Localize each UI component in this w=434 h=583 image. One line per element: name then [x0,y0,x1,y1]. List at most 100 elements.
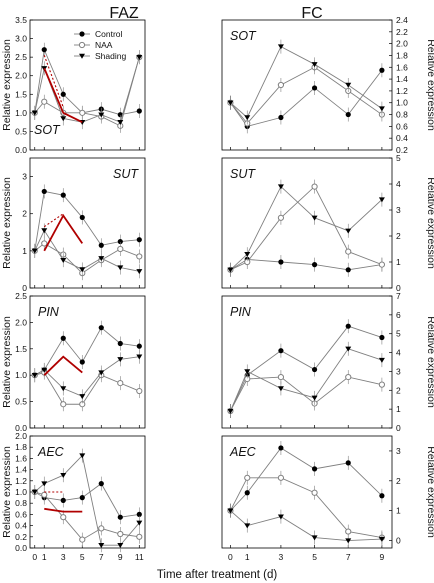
panel-fc-aec-series-control [230,447,383,511]
panel-fc-sot-ytick-label: 0.8 [396,110,408,120]
panel-fc-sot-gene-label: SOT [230,29,257,43]
panel-faz-pin-point-shading [60,386,67,392]
panel-faz-pin-point-control [60,335,66,341]
panel-fc-pin-series-shading [230,348,383,412]
panel-faz-pin-point-control [136,343,142,349]
panel-faz-aec-point-shading [136,520,143,526]
panel-faz-sot-red-line [43,67,83,123]
panel-fc-sot-ytick-label: 1.0 [396,98,408,108]
panel-faz-aec-point-control [60,497,66,503]
panel-faz-aec-ytick-label: 0.8 [15,498,27,508]
panel-fc-aec-point-shading [227,508,234,514]
panel-fc-aec-point-control [244,490,250,496]
panel-faz-pin-point-shading [79,394,86,400]
panel-faz-aec-ytick-label: 1.6 [15,453,27,463]
panel-faz-pin-point-control [79,359,85,365]
panel-faz-sot-point-shading [60,116,67,122]
panel-fc-sut-series-naa [230,185,383,271]
panel-fc-sot-frame [221,19,393,151]
panel-fc-sot-series-naa [230,66,383,125]
panel-faz-aec-point-shading [41,481,48,487]
panel-fc-sot-ytick-label: 1.8 [396,50,408,60]
panel-faz-sut-point-control [136,237,142,243]
panel-fc-sut-ylabel: Relative expression [425,177,434,269]
panel-fc-sot-ytick-label: 1.4 [396,74,408,84]
panel-faz-sot-point-control [41,47,47,53]
panel-fc-sut-point-naa [345,248,352,255]
panel-fc-aec-ytick-label: 1 [396,506,401,516]
panel-faz-pin-point-shading [117,357,124,363]
panel-fc-pin-point-shading [277,386,284,392]
panel-faz-aec-red-line [44,507,83,513]
panel-fc-aec-point-control [379,493,385,499]
panel-fc-sot-ytick-label: 2.0 [396,39,408,49]
panel-fc-pin-ytick-label: 6 [396,310,401,320]
panel-faz-aec-ylabel: Relative expression [1,446,13,538]
panel-faz-aec-point-control [79,495,85,501]
panel-fc-sot-point-shading [378,106,385,112]
panel-faz-sot-point-control [136,108,142,114]
panel-faz-sot-point-naa [41,98,48,105]
legend-label-shading: Shading [95,51,126,61]
panel-fc-pin-ytick-label: 0 [396,423,401,433]
panel-fc-sut-point-control [345,267,351,273]
panel-fc-aec-xtick-label: 5 [312,552,317,562]
panel-faz-aec-ytick-label: 0.2 [15,532,27,542]
panel-faz-pin-ylabel: Relative expression [1,316,13,408]
panel-faz-aec-series-control [34,482,140,518]
panel-fc-sot-ytick-label: 2.2 [396,27,408,37]
panel-fc-sut-ytick-label: 0 [396,283,401,293]
panel-faz-aec-point-naa [136,533,143,540]
panel-fc-pin-frame [221,295,393,429]
panel-fc-sot-ytick-label: 1.2 [396,86,408,96]
panel-faz-sut-point-control [41,188,47,195]
panel-faz-aec-ytick-label: 1.0 [15,487,27,497]
panel-fc-aec-point-shading [345,538,352,544]
panel-faz-aec-point-naa [98,525,105,532]
panel-fc-sut-point-shading [345,228,352,234]
panel-fc-sot-ylabel: Relative expression [425,39,434,131]
panel-fc-aec-gene-label: AEC [229,445,257,459]
panel-faz-aec-series-shading [34,454,140,546]
panel-faz-sut-ytick-label: 3 [22,172,27,182]
panel-faz-sot-ytick-label: 0.0 [15,145,27,155]
panel-fc-sut-ytick-label: 2 [396,231,401,241]
panel-faz-aec-xtick-label: 9 [118,552,123,562]
panel-faz-aec-point-control [117,514,123,520]
panel-fc-pin-point-shading [244,369,251,375]
panel-faz-sut-ytick-label: 0 [22,283,27,293]
panel-fc-pin-point-shading [378,357,385,363]
panel-fc-sut-point-naa [311,183,318,190]
panel-fc-sut-series-control [230,258,382,271]
panel-faz-sut-point-naa [41,240,48,247]
panel-faz-aec-ytick-label: 0.0 [15,543,27,553]
x-axis-label: Time after treatment (d) [157,569,278,581]
panel-fc-aec-point-naa [244,474,251,481]
panel-fc-sot-point-shading [227,100,234,106]
panel-fc-sut-ytick-label: 3 [396,205,401,215]
panel-fc-aec-point-shading [277,514,284,520]
panel-faz-pin-series-shading [34,356,140,397]
panel-fc-sut-point-naa [277,214,285,221]
panel-fc-sot-point-control [278,114,284,121]
panel-fc-aec-point-control [311,466,318,472]
panel-faz-aec-xtick-label: 1 [42,552,47,562]
panel-fc-sot-point-shading [311,62,318,68]
panel-fc-pin-series-control [230,325,383,412]
panel-fc-sut-point-shading [378,197,385,203]
panel-fc-pin-point-shading [311,395,318,401]
panel-faz-sot-point-shading [136,54,143,60]
panel-faz-sot-ytick-label: 0.5 [15,126,27,136]
panel-fc-sut-ytick-label: 5 [396,153,401,163]
panel-faz-sot-ytick-label: 2.5 [15,52,27,62]
panel-faz-sut-point-shading [31,248,38,254]
panel-fc-sot-ytick-label: 0.6 [396,121,408,131]
panel-faz-sut-point-shading [60,257,67,263]
panel-faz-sut-point-control [98,242,104,248]
panel-fc-sut-frame [221,157,393,289]
panel-faz-sut-frame [29,157,146,289]
panel-faz-pin-gene-label: PIN [38,305,60,319]
panel-faz-aec-ytick-label: 0.6 [15,509,27,519]
panel-faz-pin-point-shading [136,354,143,360]
panel-fc-aec-xtick-label: 0 [228,552,233,562]
